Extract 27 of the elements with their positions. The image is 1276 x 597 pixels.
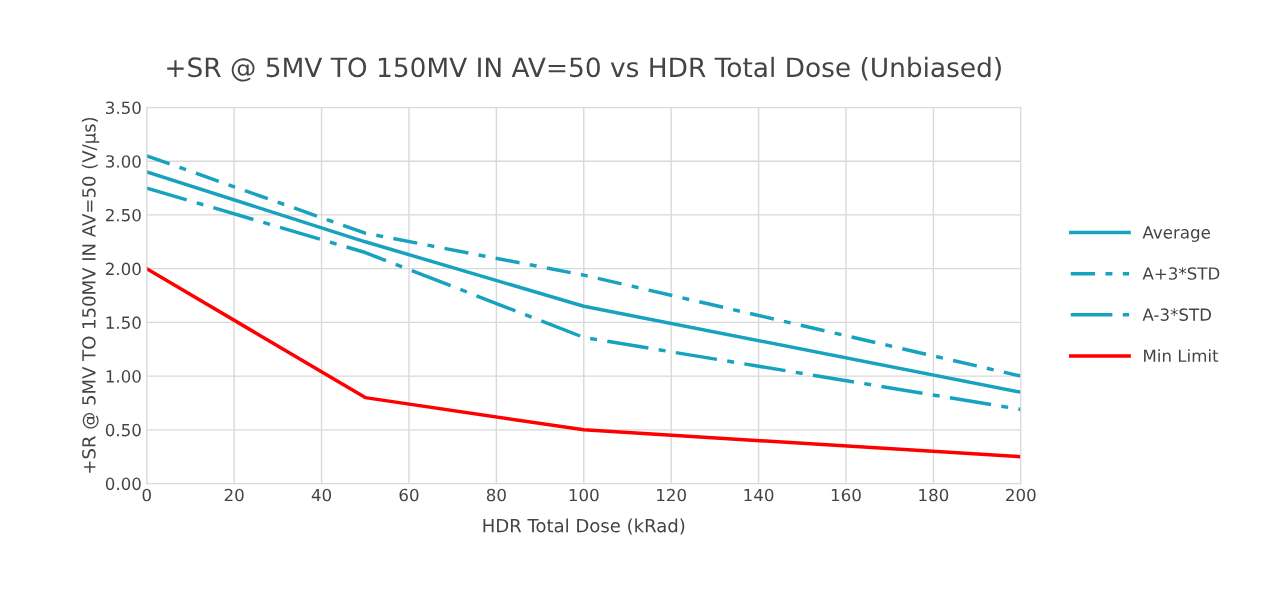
x-tick-label: 60 — [399, 488, 419, 502]
y-tick-label: 1.00 — [106, 370, 141, 383]
chart-title: +SR @ 5MV TO 150MV IN AV=50 vs HDR Total Dose (Unbiased) — [167, 56, 1001, 82]
line-series — [146, 266, 1021, 459]
x-tick-label: 100 — [569, 488, 599, 502]
x-tick-label: 40 — [311, 488, 332, 502]
y-tick-label: 2.50 — [105, 208, 141, 222]
y-axis-title: +SR @ 5MV TO 150MV IN AV=50 (V/µs) — [81, 117, 100, 473]
x-tick-label: 200 — [1006, 488, 1036, 502]
y-tick-label: 3.00 — [106, 155, 141, 168]
legend-label: A-3*STD — [1142, 308, 1212, 321]
y-tick-label: 0.50 — [105, 423, 141, 437]
legend-label: Min Limit — [1144, 349, 1219, 362]
y-tick-label: 0.00 — [105, 477, 141, 491]
x-tick-label: 180 — [919, 488, 949, 502]
legend-label: A+3*STD — [1142, 267, 1220, 280]
y-tick-label: 3.50 — [106, 101, 141, 115]
x-tick-label: 160 — [831, 488, 861, 502]
legend-label: Average — [1142, 226, 1210, 242]
x-tick-label: 0 — [142, 488, 151, 502]
x-tick-label: 120 — [657, 488, 686, 502]
y-tick-label: 1.50 — [106, 316, 141, 329]
x-tick-label: 140 — [744, 488, 774, 502]
x-axis-title: HDR Total Dose (kRad) — [483, 518, 685, 535]
x-tick-label: 80 — [486, 488, 506, 502]
y-tick-label: 2.00 — [105, 262, 141, 276]
x-tick-label: 20 — [224, 488, 244, 502]
